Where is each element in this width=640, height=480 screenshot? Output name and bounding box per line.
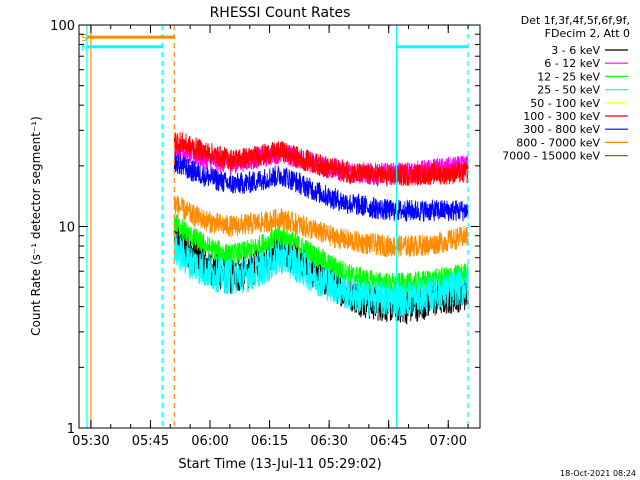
- x-tick-label: 05:45: [132, 434, 169, 449]
- series-layer: [173, 132, 469, 325]
- y-tick-label: 100: [50, 19, 75, 34]
- flag-label-s: S: [81, 33, 87, 44]
- flag-layer: SN: [81, 33, 469, 54]
- series-line-300-800-kev: [173, 152, 469, 222]
- legend-label-3-6-kev: 3 - 6 keV: [551, 44, 600, 57]
- y-tick-label: 1: [67, 422, 75, 437]
- legend-label-25-50-kev: 25 - 50 keV: [537, 84, 600, 97]
- chart-title: RHESSI Count Rates: [210, 5, 351, 21]
- x-tick-label: 06:15: [251, 434, 288, 449]
- legend-label-6-12-kev: 6 - 12 keV: [544, 57, 600, 70]
- vline-layer: [86, 25, 469, 428]
- x-tick-label: 06:45: [370, 434, 407, 449]
- legend-label-7000-15000-kev: 7000 - 15000 keV: [502, 150, 600, 163]
- legend-header-line-2: FDecim 2, Att 0: [545, 27, 630, 40]
- series-line-12-25-kev: [173, 214, 469, 295]
- legend: Det 1f,3f,4f,5f,6f,9f,FDecim 2, Att 0 3 -…: [502, 14, 630, 163]
- series-line-25-50-kev: [173, 233, 469, 317]
- x-tick-label: 07:00: [430, 434, 467, 449]
- legend-label-100-300-kev: 100 - 300 keV: [523, 110, 600, 123]
- x-tick-label: 06:00: [191, 434, 228, 449]
- y-tick-label: 10: [58, 221, 75, 236]
- x-tick-label: 06:30: [310, 434, 347, 449]
- x-axis-label: Start Time (13-Jul-11 05:29:02): [178, 457, 381, 472]
- y-axis-label: Count Rate (s⁻¹ detector segment⁻¹): [29, 116, 43, 336]
- legend-label-300-800-kev: 300 - 800 keV: [523, 123, 600, 136]
- footer-timestamp: 18-Oct-2021 08:24: [560, 469, 636, 478]
- series-line-100-300-kev: [173, 132, 469, 187]
- x-tick-label: 05:30: [72, 434, 109, 449]
- flag-label-n: N: [81, 43, 88, 54]
- legend-label-50-100-kev: 50 - 100 keV: [530, 97, 600, 110]
- legend-header-line-1: Det 1f,3f,4f,5f,6f,9f,: [521, 14, 630, 27]
- legend-label-12-25-kev: 12 - 25 keV: [537, 70, 600, 83]
- series-line-800-7000-kev: [173, 195, 469, 258]
- axis-layer: 05:30 05:45 06:00 06:15 06:30 06:45 07:00 1 10 10…: [50, 19, 480, 449]
- legend-label-800-7000-kev: 800 - 7000 keV: [516, 136, 600, 149]
